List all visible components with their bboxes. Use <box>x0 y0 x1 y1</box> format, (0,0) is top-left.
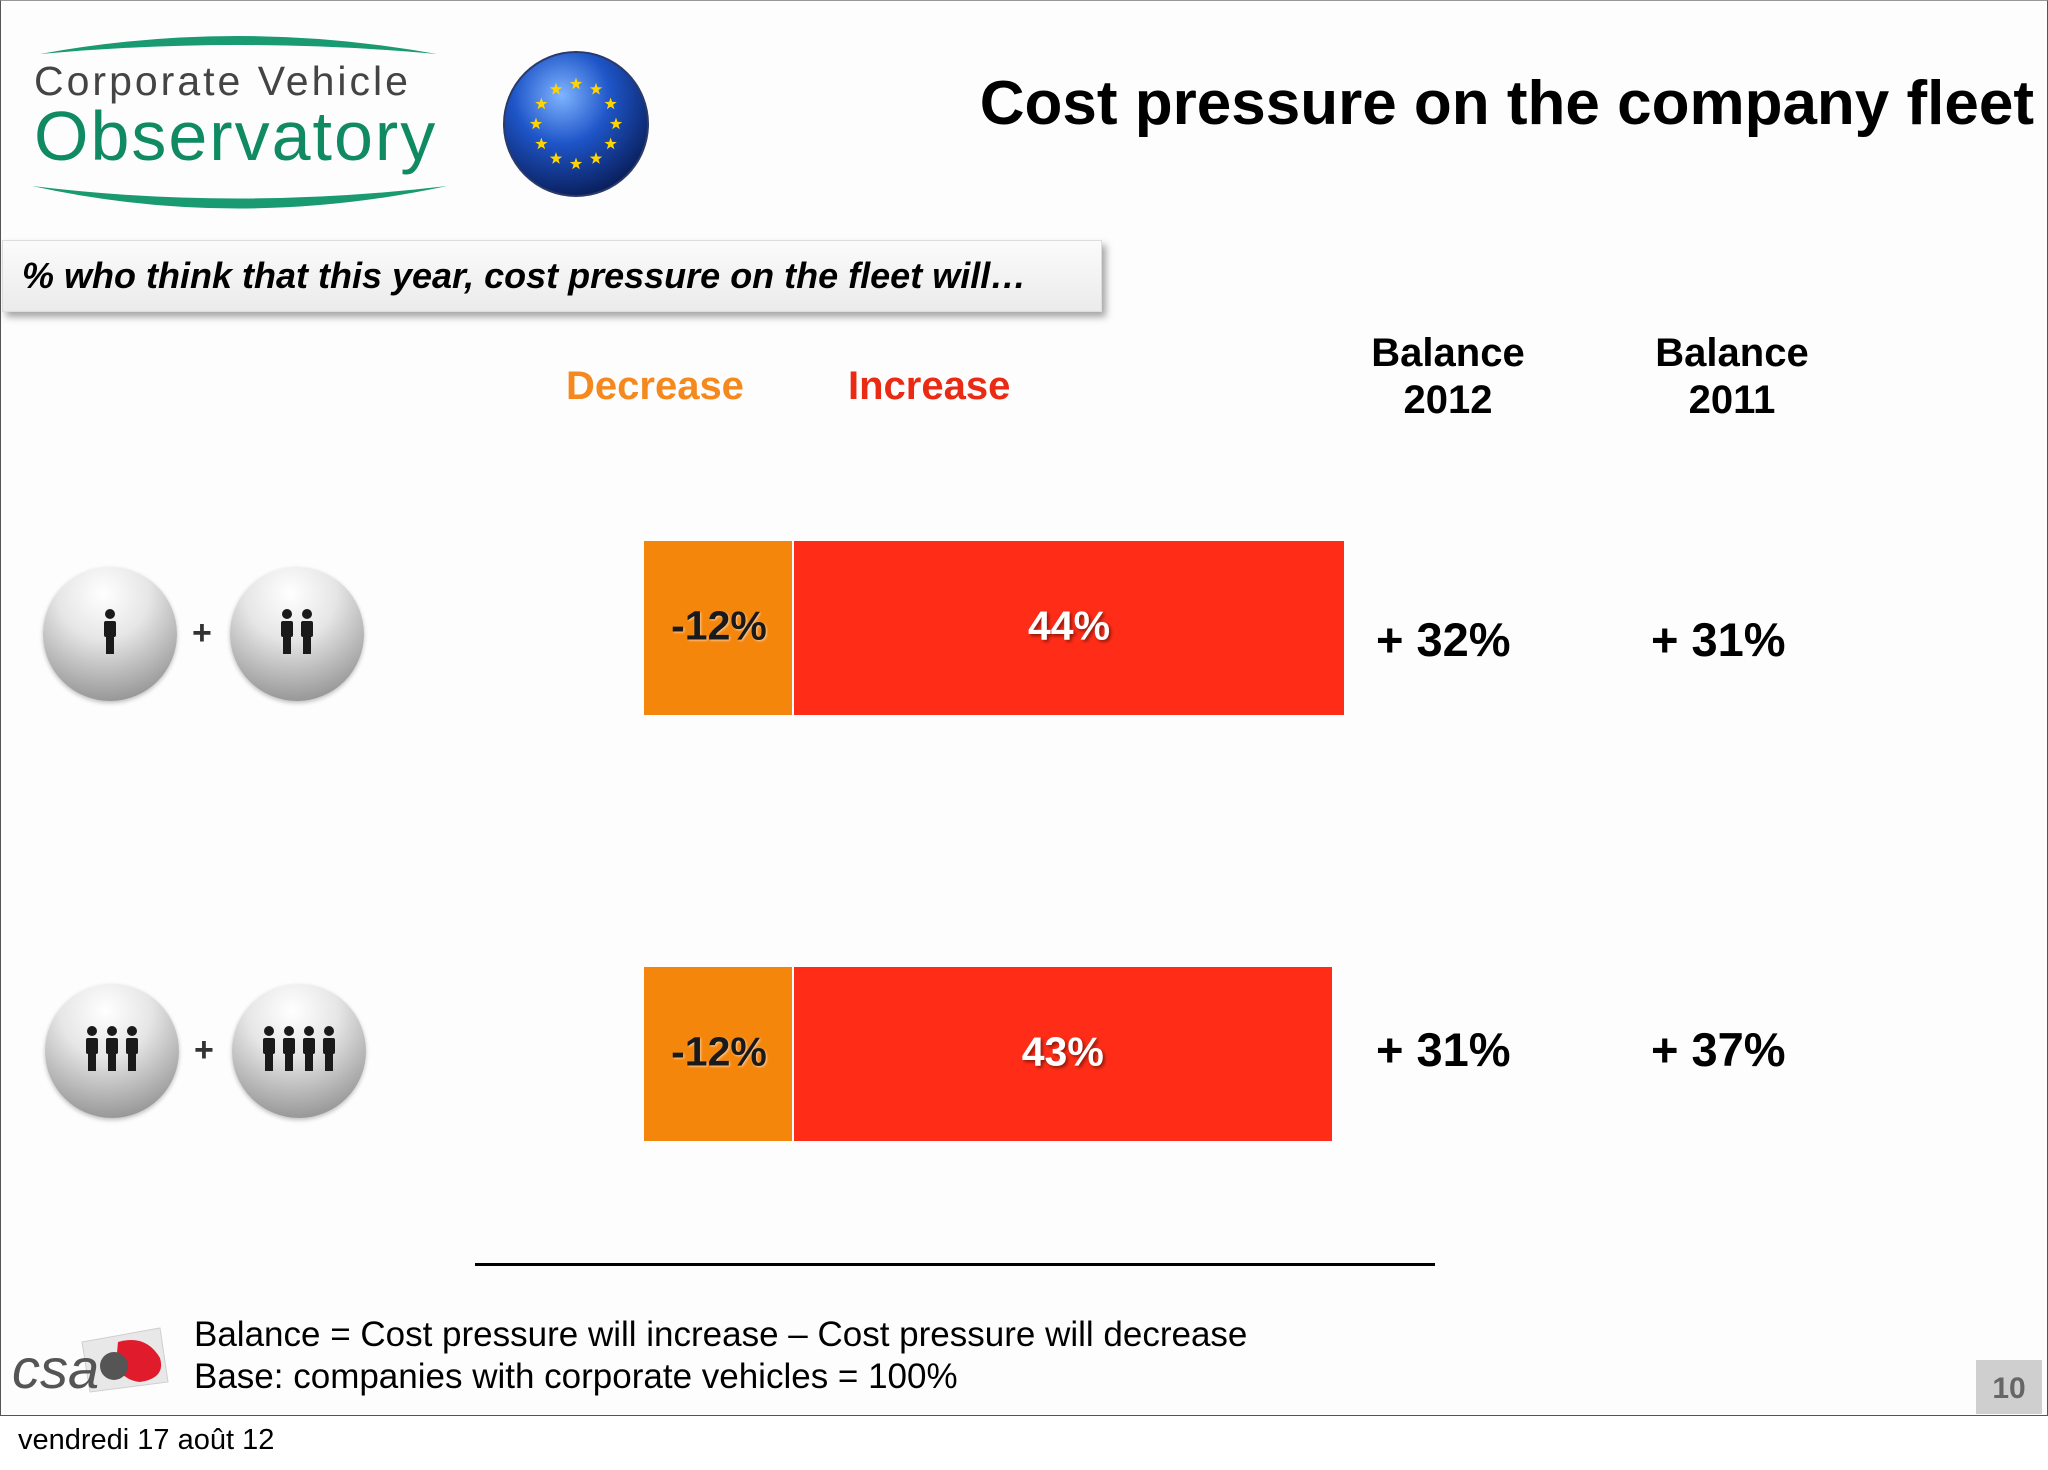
balance-2012-value: + 31% <box>1376 1023 1511 1076</box>
person-icon <box>303 1026 315 1071</box>
balance-2011-header: Balance 2011 <box>1655 331 1809 422</box>
balance-definition-note: Balance = Cost pressure will increase – … <box>194 1315 1248 1354</box>
person-icon <box>263 1026 275 1071</box>
balance-2011-value: + 31% <box>1651 613 1786 666</box>
one-person-icon <box>43 567 177 701</box>
page-number: 10 <box>1976 1360 2042 1414</box>
increase-value-label: 43% <box>1021 1028 1104 1075</box>
date-footer: vendredi 17 août 12 <box>18 1424 275 1456</box>
person-icon <box>283 1026 295 1071</box>
decrease-value-label: -12% <box>671 1028 767 1075</box>
person-icon <box>104 609 116 654</box>
increase-value-label: 44% <box>1027 602 1111 649</box>
base-note: Base: companies with corporate vehicles … <box>194 1357 958 1396</box>
footer-divider <box>475 1263 1435 1266</box>
balance-2012-value: + 32% <box>1376 613 1511 666</box>
eu-star-icon <box>609 117 623 130</box>
eu-star-icon <box>589 82 603 95</box>
question-text: % who think that this year, cost pressur… <box>22 255 1027 296</box>
eu-flag-globe-icon <box>500 48 652 200</box>
plus-sign: + <box>192 614 212 652</box>
increase-bar <box>794 541 1344 715</box>
decrease-bar <box>644 541 792 715</box>
eu-star-icon <box>589 152 603 164</box>
eu-star-icon <box>604 137 617 150</box>
page-title: Cost pressure on the company fleet <box>979 69 2034 138</box>
person-icon <box>323 1026 335 1071</box>
eu-star-icon <box>529 117 543 130</box>
eu-star-icon <box>569 157 583 170</box>
eu-star-icon <box>569 77 583 90</box>
question-banner <box>2 240 1102 312</box>
person-icon <box>126 1026 138 1071</box>
decrease-bar <box>644 967 792 1141</box>
person-icon <box>301 609 313 654</box>
eu-star-icon <box>549 82 563 95</box>
eu-star-icon <box>535 97 548 110</box>
four-people-icon <box>232 984 366 1118</box>
balance-2011-value: + 37% <box>1651 1023 1786 1076</box>
logo-line2: Observatory <box>34 97 438 175</box>
person-icon <box>86 1026 98 1071</box>
balance-2012-header: Balance 2012 <box>1371 331 1525 422</box>
three-people-icon <box>45 984 179 1118</box>
logo-line1: Corporate Vehicle <box>34 58 411 104</box>
decrease-value-label: -12% <box>671 602 767 649</box>
person-icon <box>281 609 293 654</box>
increase-bar <box>794 967 1332 1141</box>
csa-logo: csa <box>10 1320 170 1400</box>
eu-star-icon <box>604 97 617 110</box>
increase-header: Increase <box>848 364 1011 408</box>
corporate-vehicle-observatory-logo: Corporate Vehicle Observatory <box>22 26 452 214</box>
eu-star-icon <box>535 137 548 150</box>
two-people-icon <box>230 567 364 701</box>
decrease-header: Decrease <box>566 364 744 408</box>
svg-text:csa: csa <box>12 1337 99 1400</box>
plus-sign: + <box>194 1031 214 1069</box>
person-icon <box>106 1026 118 1071</box>
eu-star-icon <box>549 152 563 164</box>
